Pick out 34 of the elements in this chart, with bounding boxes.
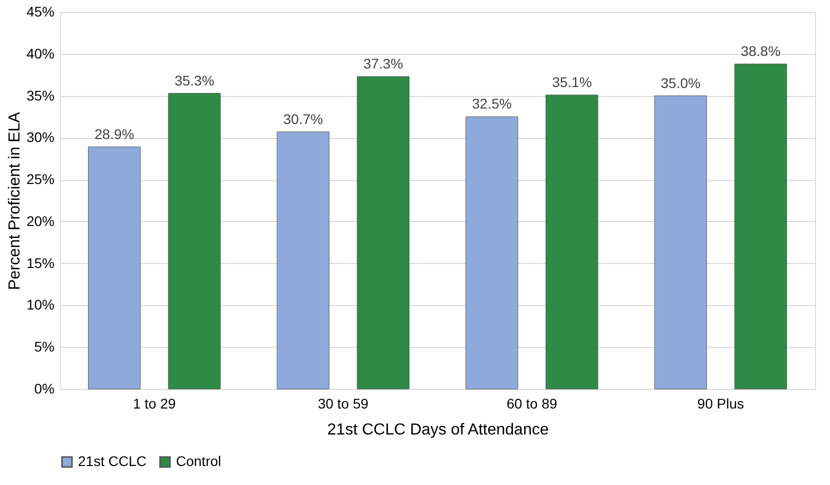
y-tick-label: 0%: [34, 380, 54, 396]
data-label: 35.1%: [552, 74, 592, 90]
x-tick-label: 1 to 29: [132, 396, 176, 412]
y-tick-label: 30%: [26, 129, 54, 146]
y-tick-label: 20%: [26, 212, 54, 229]
y-tick-label: 25%: [26, 171, 54, 188]
x-tick-label: 60 to 89: [506, 396, 558, 412]
bar: [734, 64, 787, 390]
y-tick-label: 45%: [26, 4, 54, 20]
data-label: 28.9%: [94, 126, 134, 142]
bar: [654, 96, 707, 390]
y-axis-title: Percent Proficient in ELA: [6, 112, 24, 290]
bar: [546, 94, 598, 390]
bar: [88, 146, 141, 390]
y-tick-label: 40%: [26, 45, 54, 62]
bar: [168, 93, 221, 390]
bar: [356, 76, 410, 390]
y-tick-label: 35%: [26, 87, 54, 104]
data-label: 35.0%: [660, 74, 700, 91]
data-label: 35.3%: [174, 72, 214, 88]
x-axis-title: 21st CCLC Days of Attendance: [327, 422, 549, 438]
legend-label: Control: [176, 453, 222, 469]
bar: [466, 116, 518, 390]
data-label: 37.3%: [363, 56, 404, 72]
data-label: 38.8%: [740, 42, 781, 59]
data-label: 30.7%: [283, 110, 323, 127]
y-tick-label: 5%: [34, 338, 54, 355]
y-tick-label: 15%: [26, 254, 54, 271]
x-tick-label: 30 to 59: [318, 396, 369, 412]
y-tick-label: 10%: [26, 296, 54, 313]
x-tick-label: 90 Plus: [697, 396, 744, 412]
legend-label: 21st CCLC: [78, 453, 146, 469]
data-label: 32.5%: [472, 96, 512, 112]
bar: [276, 132, 330, 390]
